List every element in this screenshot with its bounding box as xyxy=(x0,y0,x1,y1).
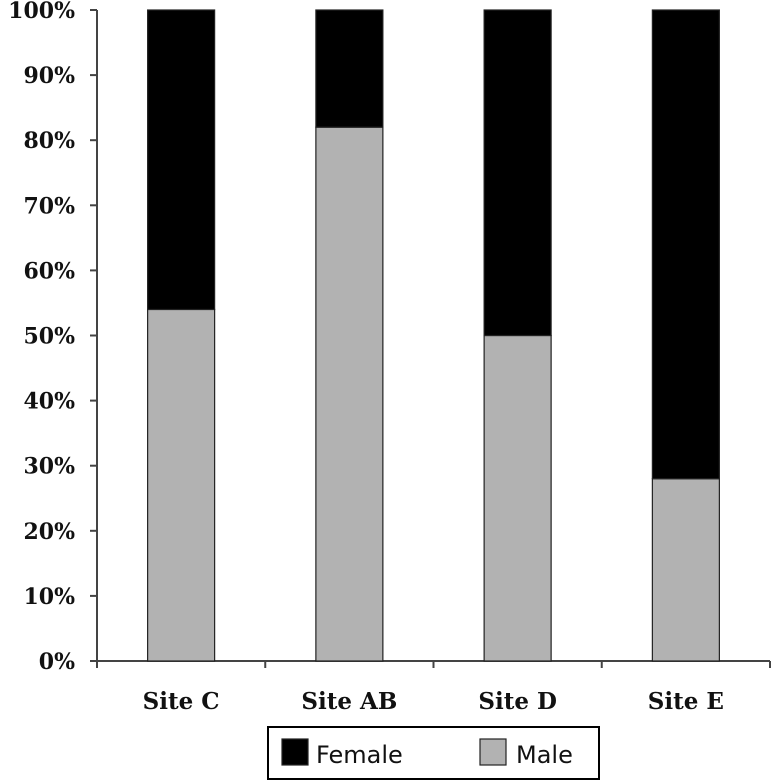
bar-male-site-ab xyxy=(315,126,384,662)
bar-male-site-c xyxy=(147,308,216,662)
y-tick-label: 40% xyxy=(23,389,75,415)
y-tick-label: 20% xyxy=(23,519,75,545)
y-tick-label: 0% xyxy=(39,649,75,675)
y-tick-label: 70% xyxy=(23,193,75,219)
x-category-label: Site E xyxy=(648,688,724,715)
y-tick-label: 30% xyxy=(23,454,75,480)
bars xyxy=(147,9,720,662)
legend: Female Male xyxy=(267,726,600,780)
x-category-label: Site D xyxy=(478,688,557,715)
legend-swatch-male xyxy=(479,738,507,766)
y-tick-label: 100% xyxy=(8,0,75,24)
legend-box xyxy=(267,726,600,780)
x-category-label: Site AB xyxy=(301,688,397,715)
bar-male-site-d xyxy=(483,334,552,662)
legend-label-female: Female xyxy=(316,741,403,769)
bar-female-site-d xyxy=(483,9,552,337)
bar-female-site-c xyxy=(147,9,216,311)
y-tick-label: 90% xyxy=(23,63,75,89)
bar-female-site-ab xyxy=(315,9,384,128)
y-tick-label: 10% xyxy=(23,584,75,610)
legend-swatch-female xyxy=(281,738,309,766)
x-category-label: Site C xyxy=(143,688,220,715)
y-tick-label: 60% xyxy=(23,258,75,284)
y-tick-label: 50% xyxy=(23,324,75,350)
y-axis: 0% 10% 20% 30% 40% 50% 60% 70% 80% 90% 100% xyxy=(8,0,98,675)
y-tick-label: 80% xyxy=(23,128,75,154)
bar-female-site-e xyxy=(651,9,720,480)
legend-label-male: Male xyxy=(516,741,573,769)
x-axis: Site C Site AB Site D Site E xyxy=(96,660,771,715)
bar-male-site-e xyxy=(651,478,720,662)
